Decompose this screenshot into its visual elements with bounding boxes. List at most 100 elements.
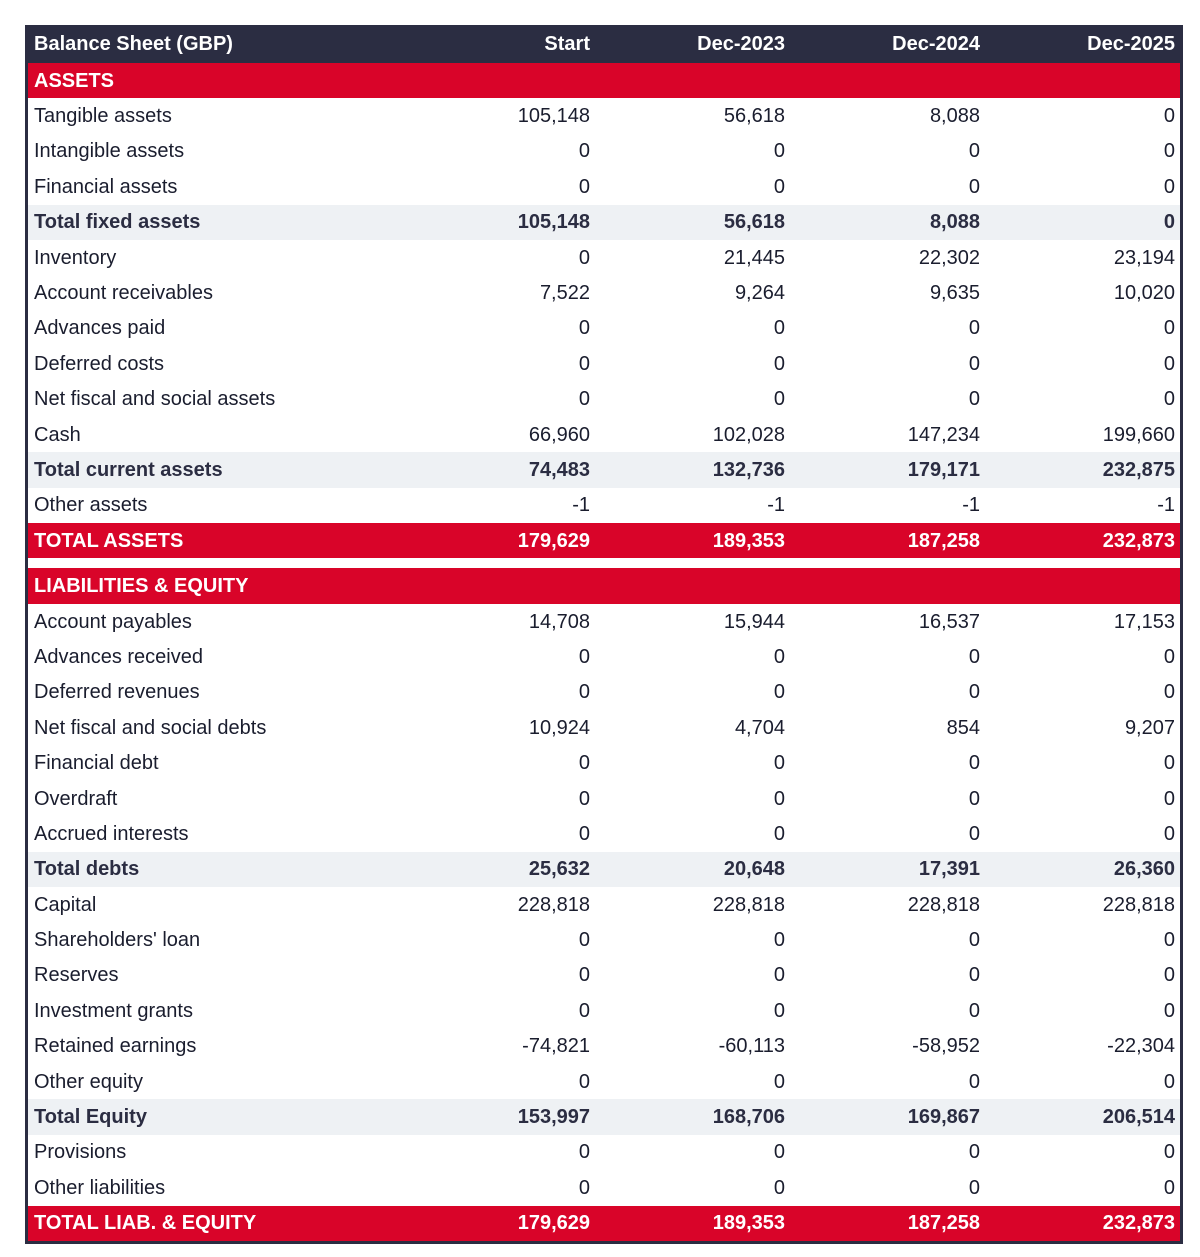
value-cell: 105,148 <box>517 105 590 128</box>
value-cell: 0 <box>578 1176 590 1199</box>
value-cell: 21,445 <box>723 246 785 269</box>
value-cell: 0 <box>773 1141 785 1164</box>
value-cell: 189,353 <box>595 523 790 559</box>
value-cell: 0 <box>1163 929 1175 952</box>
value-cell: 0 <box>773 929 785 952</box>
row-label: ASSETS <box>28 63 1180 99</box>
value-cell: 0 <box>1163 1070 1175 1093</box>
value-cell: 0 <box>968 999 980 1022</box>
value-cell: 0 <box>1163 388 1175 411</box>
value-cell: 0 <box>1163 317 1175 340</box>
value-cell: 0 <box>968 787 980 810</box>
table-row: Retained earnings -74,821 -60,113 -58,952 -2… <box>28 1029 1180 1064</box>
value-cell: 0 <box>773 1070 785 1093</box>
value-cell: 0 <box>968 388 980 411</box>
value-cell: 168,706 <box>595 1099 790 1135</box>
table-title: Balance Sheet (GBP) <box>28 25 400 63</box>
value-cell: 0 <box>1163 999 1175 1022</box>
table-row: Cash 66,960 102,028 147,234 199,660 <box>28 417 1180 452</box>
table-row: Account payables 14,708 15,944 16,537 17,153 <box>28 604 1180 639</box>
value-cell: -1 <box>962 494 980 517</box>
row-label: Reserves <box>34 964 119 987</box>
table-row: Net fiscal and social debts 10,924 4,704 85… <box>28 710 1180 745</box>
value-cell: 0 <box>773 1176 785 1199</box>
table-row: Other equity 0 0 0 0 <box>28 1064 1180 1099</box>
value-cell: 0 <box>578 645 590 668</box>
row-label: Retained earnings <box>34 1035 197 1058</box>
row-label: Financial debt <box>34 752 159 775</box>
value-cell: 187,258 <box>790 523 985 559</box>
value-cell: 9,207 <box>1124 716 1175 739</box>
row-label: TOTAL ASSETS <box>28 523 400 559</box>
table-row: Advances paid 0 0 0 0 <box>28 311 1180 346</box>
value-cell: -22,304 <box>1107 1035 1175 1058</box>
row-label: Investment grants <box>34 999 193 1022</box>
value-cell: 7,522 <box>539 282 590 305</box>
row-label: Total current assets <box>28 452 400 488</box>
value-cell: 0 <box>773 140 785 163</box>
value-cell: 206,514 <box>985 1099 1180 1135</box>
table-row: Financial assets 0 0 0 0 <box>28 169 1180 204</box>
value-cell: 0 <box>578 175 590 198</box>
value-cell: 4,704 <box>734 716 785 739</box>
value-cell: 8,088 <box>929 105 980 128</box>
table-row: Overdraft 0 0 0 0 <box>28 781 1180 816</box>
row-label: TOTAL LIAB. & EQUITY <box>28 1205 400 1241</box>
value-cell: 0 <box>968 964 980 987</box>
value-cell: 0 <box>578 681 590 704</box>
value-cell: 0 <box>1163 681 1175 704</box>
value-cell: 66,960 <box>528 423 590 446</box>
value-cell: 179,171 <box>790 452 985 488</box>
subtotal-row: Total Equity 153,997 168,706 169,867 206,514 <box>28 1099 1180 1135</box>
value-cell: 0 <box>578 317 590 340</box>
value-cell: 153,997 <box>400 1099 595 1135</box>
value-cell: 0 <box>968 317 980 340</box>
value-cell: 0 <box>968 352 980 375</box>
value-cell: 199,660 <box>1102 423 1175 446</box>
value-cell: 0 <box>968 822 980 845</box>
value-cell: 0 <box>578 1070 590 1093</box>
column-header-start: Start <box>400 25 595 63</box>
row-label: Total fixed assets <box>28 204 400 240</box>
row-label: Shareholders' loan <box>34 929 201 952</box>
value-cell: 0 <box>578 140 590 163</box>
value-cell: 854 <box>946 716 980 739</box>
table-row: Reserves 0 0 0 0 <box>28 958 1180 993</box>
value-cell: -60,113 <box>718 1035 785 1058</box>
row-label: Total debts <box>28 851 400 887</box>
spacer-cell <box>28 558 1180 569</box>
value-cell: 0 <box>1163 1141 1175 1164</box>
header-row: Balance Sheet (GBP) Start Dec-2023 Dec-2… <box>28 25 1180 63</box>
row-label: Account payables <box>34 610 192 633</box>
value-cell: -74,821 <box>522 1035 590 1058</box>
table-row: Intangible assets 0 0 0 0 <box>28 134 1180 169</box>
value-cell: 228,818 <box>517 893 590 916</box>
value-cell: 0 <box>968 645 980 668</box>
value-cell: 0 <box>1163 964 1175 987</box>
value-cell: 20,648 <box>595 851 790 887</box>
row-label: Account receivables <box>34 282 213 305</box>
subtotal-row: Total fixed assets 105,148 56,618 8,088 0 <box>28 204 1180 240</box>
value-cell: 0 <box>968 681 980 704</box>
table-row: Tangible assets 105,148 56,618 8,088 0 <box>28 98 1180 133</box>
value-cell: 56,618 <box>595 204 790 240</box>
balance-sheet-table: Balance Sheet (GBP) Start Dec-2023 Dec-2… <box>25 25 1183 1244</box>
value-cell: -1 <box>572 494 590 517</box>
value-cell: -1 <box>767 494 785 517</box>
value-cell: 0 <box>578 752 590 775</box>
row-label: Total Equity <box>28 1099 400 1135</box>
row-label: Financial assets <box>34 175 178 198</box>
value-cell: 0 <box>773 317 785 340</box>
value-cell: 0 <box>968 929 980 952</box>
value-cell: 9,635 <box>929 282 980 305</box>
table-row: Capital 228,818 228,818 228,818 228,818 <box>28 887 1180 922</box>
value-cell: 25,632 <box>400 851 595 887</box>
value-cell: 0 <box>968 140 980 163</box>
value-cell: 15,944 <box>723 610 785 633</box>
value-cell: 9,264 <box>734 282 785 305</box>
value-cell: 105,148 <box>400 204 595 240</box>
value-cell: 0 <box>1163 140 1175 163</box>
table-row: Deferred revenues 0 0 0 0 <box>28 675 1180 710</box>
row-label: Tangible assets <box>34 105 172 128</box>
row-label: Capital <box>34 893 97 916</box>
